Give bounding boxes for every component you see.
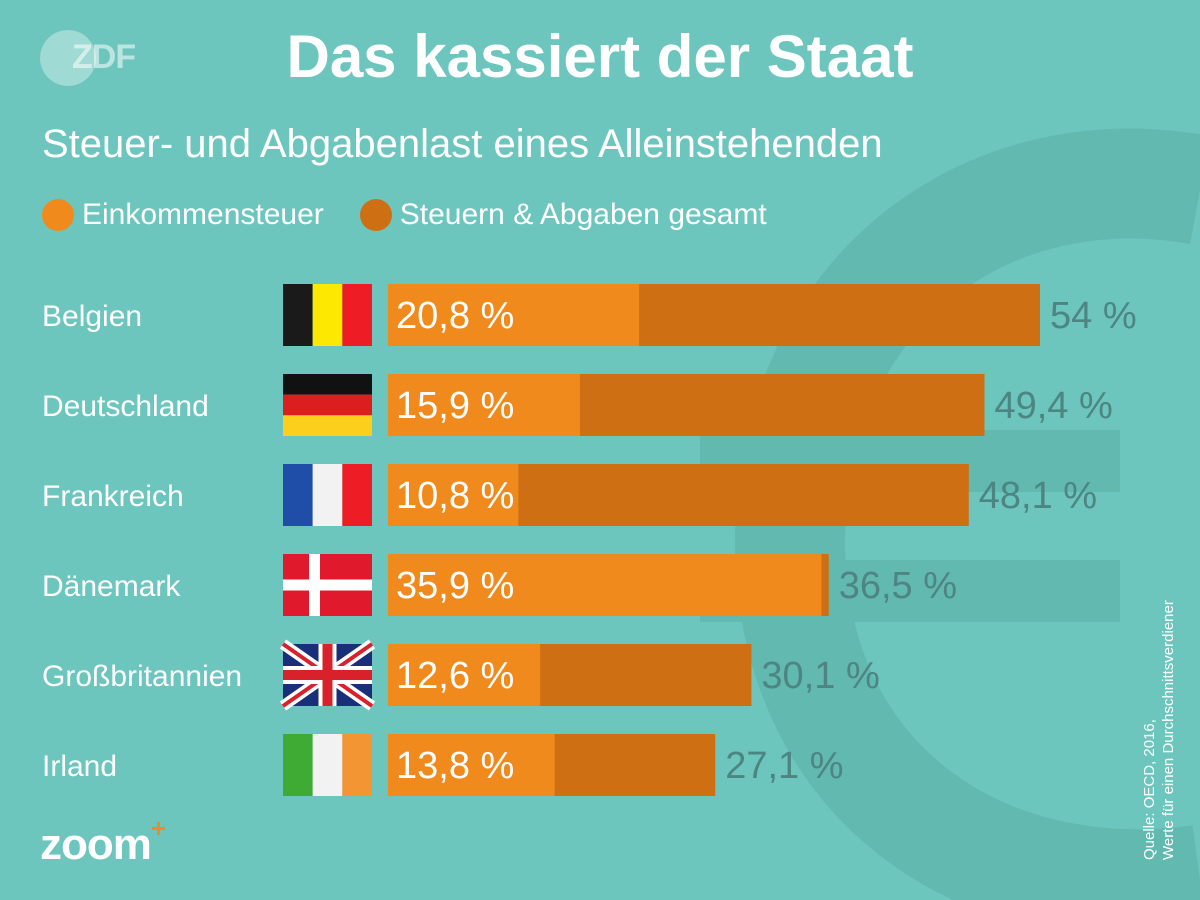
bar-income-tax	[388, 554, 822, 616]
legend-income-tax-label: Einkommensteuer	[82, 198, 324, 231]
chart-subtitle: Steuer- und Abgabenlast eines Alleinsteh…	[42, 122, 883, 166]
bar-income-tax	[388, 374, 580, 436]
chart-title: Das kassiert der Staat	[286, 23, 914, 90]
source-note: Quelle: OECD, 2016, Werte für einen Durc…	[1140, 560, 1178, 860]
bar-income-tax	[388, 644, 541, 706]
source-line-1: Quelle: OECD, 2016,	[1141, 719, 1158, 860]
country-label: Frankreich	[42, 480, 184, 513]
legend-income-tax-swatch-icon	[42, 199, 74, 231]
country-label: Irland	[42, 750, 117, 783]
ie-flag-icon	[283, 734, 372, 796]
total-value-label: 49,4 %	[994, 385, 1112, 427]
country-label: Belgien	[42, 300, 142, 333]
total-value-label: 30,1 %	[761, 655, 879, 697]
legend-total-swatch-icon	[359, 199, 392, 231]
zdf-logo-circle-icon	[40, 30, 96, 86]
income-tax-value-label: 35,9 %	[396, 565, 514, 607]
gb-flag-icon	[279, 639, 376, 711]
income-tax-value-label: 10,8 %	[396, 475, 514, 517]
total-value-label: 36,5 %	[839, 565, 957, 607]
legend-item-total: Steuern & Abgaben gesamt	[359, 198, 767, 232]
country-label: Dänemark	[42, 570, 181, 603]
income-tax-value-label: 20,8 %	[396, 295, 514, 337]
fr-flag-icon	[283, 464, 372, 526]
legend-item-income-tax: Einkommensteuer	[42, 198, 324, 232]
zoom-logo-text: zoom	[40, 820, 152, 869]
legend: Einkommensteuer Steuern & Abgaben gesamt	[42, 198, 803, 232]
country-label: Großbritannien	[42, 660, 242, 693]
total-value-label: 54 %	[1050, 295, 1137, 337]
income-tax-value-label: 12,6 %	[396, 655, 514, 697]
country-label: Deutschland	[42, 390, 209, 423]
zdf-logo-text: ZDF	[72, 38, 136, 76]
total-value-label: 48,1 %	[979, 475, 1097, 517]
de-flag-icon	[283, 374, 372, 436]
legend-total-label: Steuern & Abgaben gesamt	[399, 198, 767, 231]
be-flag-icon	[283, 284, 372, 346]
income-tax-value-label: 15,9 %	[396, 385, 514, 427]
bar-income-tax	[388, 464, 519, 526]
bar-income-tax	[388, 284, 640, 346]
bar-income-tax	[388, 734, 555, 796]
income-tax-value-label: 13,8 %	[396, 745, 514, 787]
dk-flag-icon	[283, 554, 372, 616]
total-value-label: 27,1 %	[725, 745, 843, 787]
zoom-logo-plus-icon: +	[150, 813, 166, 843]
zoom-logo: zoom+	[40, 813, 166, 870]
source-line-2: Werte für einen Durchschnittsverdiener	[1160, 600, 1177, 860]
zdf-logo: ZDF	[40, 30, 150, 90]
